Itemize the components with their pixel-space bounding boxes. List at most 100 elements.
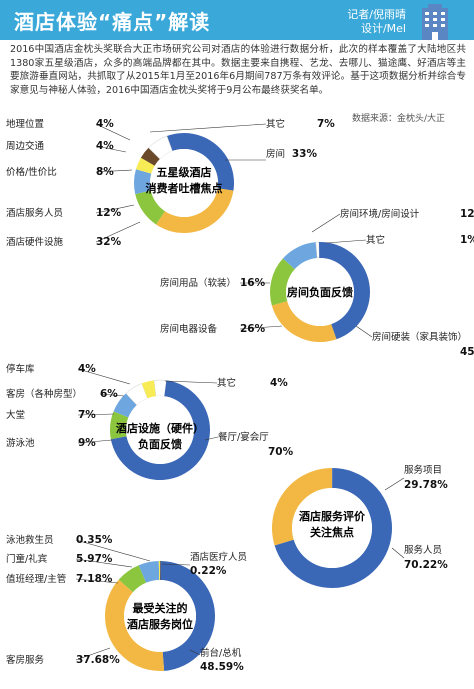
pie1-center-title-0: 五星级酒店 — [157, 165, 212, 179]
pie2-value-3: 26% — [240, 323, 266, 335]
pie3-label-4: 客房（各种房型） — [6, 388, 82, 400]
pie4-hole — [292, 488, 372, 568]
pie3-center-title-1: 负面反馈 — [138, 437, 182, 451]
pie5-label-2: 客房服务 — [6, 654, 45, 666]
pie3-value-4: 6% — [100, 388, 118, 400]
pie1-center-title-1: 消费者吐槽焦点 — [146, 181, 223, 195]
pie2-value-4: 16% — [240, 277, 266, 289]
pie5-value-2: 37.68% — [76, 654, 120, 666]
pie3-hole — [126, 396, 194, 464]
pie1-label-1: 酒店硬件设施 — [6, 236, 64, 248]
pie4-value-1: 70.22% — [404, 559, 448, 571]
pie1-label-3: 价格/性价比 — [6, 166, 57, 178]
pie1-leader-3 — [95, 169, 133, 173]
header-bar: 酒店体验“痛点”解读 记者/倪雨晴 设计/Mel — [0, 0, 474, 40]
pie3-leader-1 — [204, 436, 219, 441]
pie2-label-0: 房间环境/房间设计 — [340, 208, 420, 220]
pie1-label-4: 周边交通 — [6, 140, 45, 152]
pie5-leader-5 — [75, 539, 151, 562]
pie3-slice-5 — [141, 380, 156, 399]
pie5-center-title-1: 酒店服务岗位 — [127, 617, 193, 631]
pie5-value-4: 5.97% — [76, 553, 113, 565]
byline-designer: 设计/Mel — [360, 22, 406, 35]
pie2-label-4: 房间用品（软装） — [160, 277, 236, 289]
pie4-label-1: 服务人员 — [404, 544, 442, 556]
intro-text: 2016中国酒店金枕头奖联合大正市场研究公司对酒店的体验进行数据分析，此次的样本… — [10, 44, 466, 96]
pie5-label-0: 酒店医疗人员 — [190, 551, 247, 563]
pie3-center-title-0: 酒店设施（硬件） — [116, 421, 204, 435]
pie5-label-4: 门童/礼宾 — [6, 553, 47, 565]
pie2-value-0: 12% — [460, 208, 474, 220]
pie4-slice-0 — [272, 468, 333, 546]
pie1-slice-2 — [135, 190, 165, 225]
pie5-value-1: 48.59% — [200, 661, 244, 673]
pie2-slice-2 — [318, 242, 370, 340]
pie1-leader-6 — [149, 123, 267, 133]
pie1-label-5: 地理位置 — [6, 118, 44, 130]
pie5-center-title-0: 最受关注的 — [133, 601, 188, 615]
pie1-label-0: 房间 — [266, 148, 285, 160]
pie5-slice-0 — [160, 561, 161, 581]
pie1-leader-4 — [95, 145, 127, 153]
pie5-leader-3 — [75, 578, 119, 584]
pie1-slice-0 — [166, 133, 234, 191]
pie1-value-1: 32% — [96, 236, 122, 248]
pie4-slice-1 — [274, 468, 393, 589]
pie2-hole — [286, 258, 354, 326]
pie1-hole — [150, 149, 218, 217]
pie3-value-1: 70% — [268, 446, 294, 458]
pie4-center-title-0: 酒店服务评价 — [299, 509, 366, 523]
pie3-label-3: 大堂 — [6, 409, 25, 421]
pie2-value-1: 1% — [460, 234, 474, 246]
pie5-leader-1 — [189, 649, 201, 656]
pie1-value-3: 8% — [96, 166, 114, 178]
pie5-slice-1 — [160, 561, 215, 671]
pie5-value-3: 7.18% — [76, 573, 113, 585]
pie4-value-0: 29.78% — [404, 479, 448, 491]
pie1-value-4: 4% — [96, 140, 114, 152]
pie2-slice-4 — [270, 258, 295, 306]
pie1-value-2: 12% — [96, 207, 122, 219]
pie3-value-3: 7% — [78, 409, 96, 421]
pie3-leader-0 — [164, 380, 218, 384]
pie3-slice-1 — [110, 380, 211, 480]
pie3-value-5: 4% — [78, 363, 96, 375]
pie3-leader-3 — [77, 413, 115, 416]
pie3-slice-0 — [153, 379, 167, 397]
pie2-leader-1 — [325, 239, 367, 244]
pie2-label-1: 其它 — [366, 234, 385, 246]
pie4-center-title-1: 关注焦点 — [310, 525, 354, 539]
pie5-label-3: 值班经理/主管 — [6, 573, 66, 585]
pie2-slice-0 — [282, 242, 318, 270]
pie5-slice-4 — [138, 561, 160, 583]
pie2-slice-3 — [271, 301, 337, 342]
pie1-slice-4 — [135, 157, 155, 174]
byline: 记者/倪雨晴 设计/Mel — [340, 8, 406, 36]
pie2-leader-2 — [355, 325, 373, 338]
pie3-leader-2 — [77, 439, 113, 444]
pie3-leader-5 — [77, 368, 131, 385]
pie5-slice-2 — [105, 579, 165, 671]
pie3-slice-2 — [110, 411, 129, 440]
pie5-leader-4 — [75, 558, 133, 568]
pie2-leader-3 — [239, 325, 283, 330]
pie1-slice-1 — [156, 188, 234, 233]
pie5-value-5: 0.35% — [76, 534, 113, 546]
pie2-value-2: 45% — [460, 346, 474, 358]
pie3-value-0: 4% — [270, 377, 288, 389]
pie5-leader-0 — [161, 563, 191, 566]
pie4-leader-1 — [391, 547, 405, 559]
pie5-hole — [124, 580, 196, 652]
hotel-building-icon — [422, 4, 448, 40]
pie4-leader-0 — [384, 477, 405, 491]
pie1-label-6: 其它 — [266, 118, 285, 130]
pie3-label-0: 其它 — [217, 377, 236, 389]
pie3-label-2: 游泳池 — [6, 437, 35, 449]
data-source: 数据来源：金枕头/大正 — [352, 114, 446, 124]
pie2-label-2: 房间硬装（家具装饰） — [372, 331, 467, 343]
pie1-slice-3 — [134, 169, 152, 195]
pie5-slice-5 — [158, 561, 160, 581]
pie1-label-2: 酒店服务人员 — [6, 207, 63, 219]
pie1-slice-5 — [140, 147, 160, 166]
